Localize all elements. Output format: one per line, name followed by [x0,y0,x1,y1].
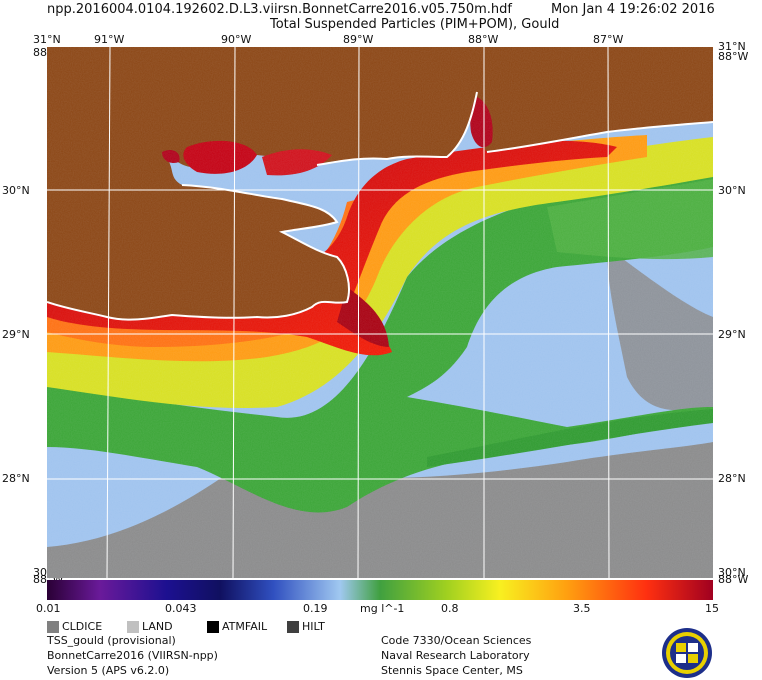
legend-label-hilt: HILT [302,620,325,633]
legend-label-land: LAND [142,620,173,633]
colorbar-tick-1: 0.043 [165,602,197,615]
legend-label-atmfail: ATMFAIL [222,620,268,633]
lat-label-top-right: 31°N [718,40,746,53]
colorbar-tick-2: 0.19 [303,602,328,615]
lon-label-90w: 90°W [221,33,252,46]
lat-label-28n-left: 28°N [2,472,30,485]
colorbar-tick-0: 0.01 [36,602,61,615]
lon-label-91w: 91°W [94,33,125,46]
footer-lab: Naval Research Laboratory [381,649,530,662]
corner-lat-bottom-right: 30°N [718,566,746,579]
nrl-seal-logo [662,628,712,678]
lat-label-30n-right: 30°N [718,184,746,197]
lon-label-87w: 87°W [593,33,624,46]
lon-label-88w: 88°W [468,33,499,46]
tss-map [47,47,713,578]
footer-region: BonnetCarre2016 (VIIRSN-npp) [47,649,218,662]
lat-label-30n-left: 30°N [2,184,30,197]
corner-lon-top-right: 88°W [718,50,749,63]
colorbar-tick-5: 15 [705,602,719,615]
colorbar [47,580,713,600]
footer-version: Version 5 (APS v6.2.0) [47,664,170,677]
corner-lon-bottom-right: 88°W [718,573,749,586]
footer-product: TSS_gould (provisional) [47,634,176,647]
legend-swatch-atmfail [207,621,219,633]
footer-code: Code 7330/Ocean Sciences [381,634,532,647]
file-name: npp.2016004.0104.192602.D.L3.viirsn.Bonn… [47,2,512,17]
product-title: Total Suspended Particles (PIM+POM), Gou… [270,17,560,32]
footer-location: Stennis Space Center, MS [381,664,523,677]
colorbar-tick-4: 3.5 [573,602,591,615]
lon-label-89w: 89°W [343,33,374,46]
noise-texture [47,47,713,578]
lat-label-29n-right: 29°N [718,328,746,341]
legend-swatch-cldice [47,621,59,633]
legend-swatch-land [127,621,139,633]
colorbar-units: mg l^-1 [360,602,405,615]
lat-label-28n-right: 28°N [718,472,746,485]
legend-swatch-hilt [287,621,299,633]
legend-label-cldice: CLDICE [62,620,103,633]
graticule [47,47,713,578]
timestamp: Mon Jan 4 19:26:02 2016 [551,2,715,17]
lat-label-top-left: 31°N [33,33,61,46]
lat-label-29n-left: 29°N [2,328,30,341]
colorbar-tick-3: 0.8 [441,602,459,615]
